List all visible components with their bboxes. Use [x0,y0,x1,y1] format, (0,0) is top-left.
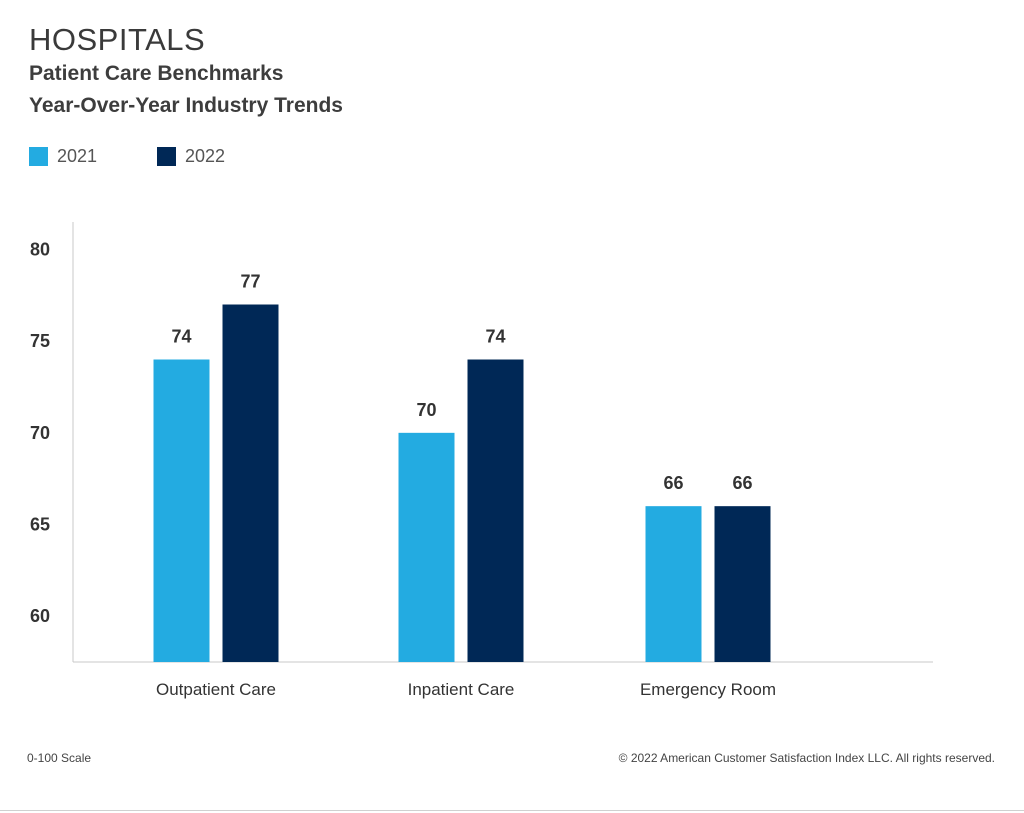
y-tick-label: 75 [30,331,50,351]
bar-value-label: 70 [416,400,436,420]
bottom-divider [0,810,1024,811]
y-tick-label: 80 [30,240,50,260]
y-tick-label: 65 [30,515,50,535]
legend-item-2021: 2021 [29,146,97,166]
x-category-label: Emergency Room [640,680,776,699]
bar-value-label: 66 [732,473,752,493]
copyright-notice: © 2022 American Customer Satisfaction In… [618,751,995,765]
x-category-label: Outpatient Care [156,680,276,699]
legend-item-2022: 2022 [157,146,225,166]
bar [645,506,702,662]
y-tick-label: 60 [30,606,50,626]
chart-subtitle-line2: Year-Over-Year Industry Trends [29,94,343,117]
bar [714,506,771,662]
chart-title: HOSPITALS [29,22,206,57]
y-tick-label: 70 [30,423,50,443]
bar-value-label: 74 [485,327,505,347]
legend-swatch-2021 [29,146,48,166]
bar-value-label: 77 [240,272,260,292]
bar [153,359,210,662]
x-category-label: Inpatient Care [408,680,515,699]
bar-value-label: 74 [171,327,191,347]
legend-label-2021: 2021 [57,145,98,166]
bar [222,304,279,662]
chart-subtitle-line1: Patient Care Benchmarks [29,62,284,85]
scale-note: 0-100 Scale [27,751,92,765]
legend-label-2022: 2022 [185,145,226,166]
legend-swatch-2022 [157,146,176,166]
bar [467,359,524,662]
bar-value-label: 66 [663,473,683,493]
bar [398,432,455,662]
